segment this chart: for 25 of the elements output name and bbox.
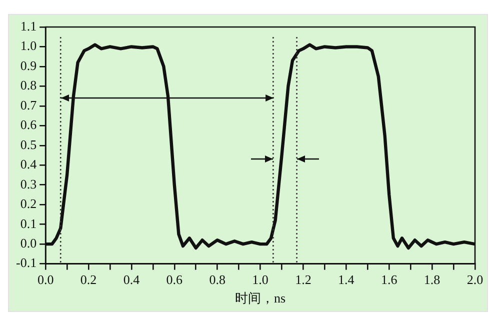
y-tick-label: 0.6 [20,117,38,132]
y-tick-label: 0.8 [20,78,37,93]
x-tick-label: 0.2 [80,272,97,288]
y-tick-label: 1.0 [20,38,37,54]
y-tick-label: 0.2 [20,196,37,212]
y-tick-label: 0.0 [20,235,37,250]
x-tick-label: 0.6 [166,272,184,288]
x-tick-label: 0.0 [37,272,54,288]
y-tick-label: 1.1 [20,18,37,34]
x-tick-label: 1.4 [338,272,355,288]
y-tick-label: 0.1 [20,216,37,231]
y-tick-label: 0.4 [20,156,38,172]
y-tick-label: 0.9 [20,58,37,73]
x-tick-label: 1.2 [295,272,312,288]
x-tick-label: 1.8 [424,272,440,288]
x-tick-label: 1.6 [380,272,398,288]
y-tick-label: 0.5 [20,136,37,152]
x-tick-label: 1.0 [252,272,268,288]
x-tick-label: 0.8 [209,272,226,288]
x-tick-label: 2.0 [466,272,484,288]
y-tick-label: -0.1 [16,255,37,270]
y-tick-label: 0.7 [20,97,38,112]
y-tick-label: 0.3 [20,176,37,192]
x-axis-title: 时间，ns [235,290,286,306]
x-tick-label: 0.4 [123,272,140,288]
